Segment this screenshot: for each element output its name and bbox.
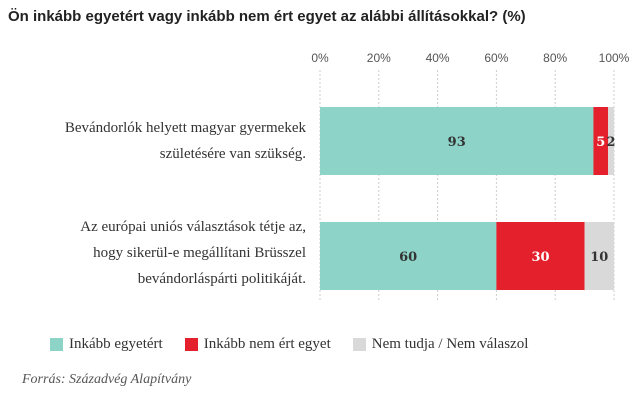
legend-label: Inkább egyetért — [69, 336, 163, 352]
bar-segment — [496, 222, 585, 290]
bar-segment — [593, 107, 609, 175]
data-label: 30 — [531, 250, 549, 265]
category-label: Az európai uniós választások tétje az, ho… — [6, 214, 306, 292]
x-tick-label: 20% — [367, 51, 391, 65]
data-label: 93 — [448, 135, 466, 150]
legend: Inkább egyetért Inkább nem ért egyet Nem t… — [50, 336, 550, 353]
legend-label: Nem tudja / Nem válaszol — [371, 336, 529, 352]
category-label: Bevándorlók helyett magyar gyermekek szül… — [6, 115, 306, 167]
legend-swatch — [184, 338, 198, 351]
source-note: Forrás: Századvég Alapítvány — [22, 372, 192, 387]
bar-segment — [320, 222, 497, 290]
category-label-line: bevándorláspárti politikáját. — [137, 271, 306, 287]
legend-item: Nem tudja / Nem válaszol — [352, 336, 529, 353]
data-label: 10 — [590, 250, 608, 265]
x-tick-label: 0% — [311, 51, 329, 65]
legend-item: Inkább nem ért egyet — [184, 336, 331, 353]
category-label-line: hogy sikerül-e megállítani Brüsszel — [93, 245, 306, 261]
data-label: 5 — [596, 135, 605, 150]
x-tick-label: 40% — [426, 51, 450, 65]
data-label: 2 — [607, 135, 616, 150]
bar-segment — [320, 107, 594, 175]
bar-segment — [584, 222, 614, 290]
data-label: 60 — [399, 250, 417, 265]
chart-title: Ön inkább egyetért vagy inkább nem ért e… — [8, 8, 526, 25]
legend-swatch — [352, 338, 366, 351]
x-tick-label: 60% — [484, 51, 508, 65]
x-tick-label: 80% — [543, 51, 567, 65]
x-tick-label: 100% — [599, 51, 630, 65]
legend-label: Inkább nem ért egyet — [203, 336, 331, 352]
category-label-line: születésére van szükség. — [159, 146, 306, 162]
category-label-line: Bevándorlók helyett magyar gyermekek — [64, 120, 306, 136]
chart-svg: 0% 20% 40% 60% 80% 100% 93 5 2 60 30 10 — [311, 51, 630, 300]
legend-swatch — [50, 338, 63, 351]
bar-segment — [608, 107, 614, 175]
category-label-line: Az európai uniós választások tétje az, — [80, 219, 306, 235]
legend-item: Inkább egyetért — [50, 336, 163, 353]
